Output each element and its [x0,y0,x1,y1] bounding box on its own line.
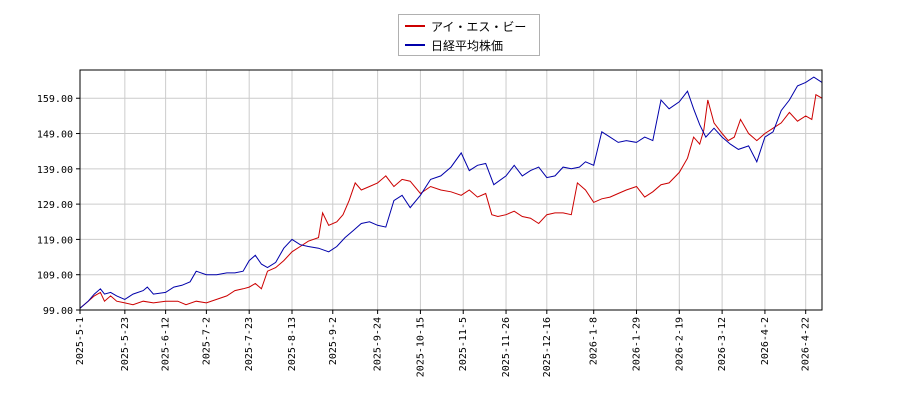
x-tick-label: 2025-11-26 [501,317,512,377]
legend-label-series-0: アイ・エス・ビー [431,19,527,34]
x-tick-label: 2025-8-13 [287,317,298,371]
legend-item-series-1: 日経平均株価 [405,36,503,54]
x-tick-label: 2025-9-24 [373,317,384,371]
legend-swatch-series-0 [405,25,425,27]
y-tick-label: 129.00 [37,200,73,211]
y-tick-label: 119.00 [37,235,73,246]
x-tick-label: 2025-10-15 [415,317,426,377]
x-tick-label: 2025-6-12 [161,317,172,371]
x-tick-label: 2025-5-1 [75,317,86,365]
y-tick-label: 99.00 [43,306,73,317]
x-tick-label: 2025-11-5 [458,317,469,371]
y-tick-label: 109.00 [37,271,73,282]
x-tick-label: 2026-4-2 [760,317,771,365]
legend-label-series-1: 日経平均株価 [431,38,504,53]
x-tick-label: 2025-5-23 [120,317,131,371]
series-line-1 [79,76,823,309]
y-tick-label: 149.00 [37,130,73,141]
chart-grid [79,70,822,311]
x-tick-label: 2025-7-23 [244,317,255,371]
y-axis-ticks: 99.00 109.00 119.00 129.00 139.00 149.00 159.0… [37,94,80,317]
x-tick-label: 2025-12-16 [542,317,553,377]
x-tick-label: 2026-2-19 [674,317,685,371]
x-tick-label: 2026-1-8 [589,317,600,365]
chart-legend: アイ・エス・ビー 日経平均株価 [398,14,540,56]
x-tick-label: 2025-9-2 [328,317,339,365]
y-tick-label: 159.00 [37,94,73,105]
x-tick-label: 2026-1-29 [632,317,643,371]
legend-item-series-0: アイ・エス・ビー [405,17,526,35]
x-tick-label: 2025-7-2 [201,317,212,365]
x-axis-ticks: 2025-5-1 2025-5-23 2025-6-12 2025-7-2 2025-7… [75,310,812,377]
plot-frame [79,69,823,311]
chart-series [79,76,823,309]
x-tick-label: 2026-3-12 [717,317,728,371]
y-tick-label: 139.00 [37,165,73,176]
x-tick-label: 2026-4-22 [801,317,812,371]
legend-swatch-series-1 [405,44,425,46]
series-line-0 [79,93,823,309]
